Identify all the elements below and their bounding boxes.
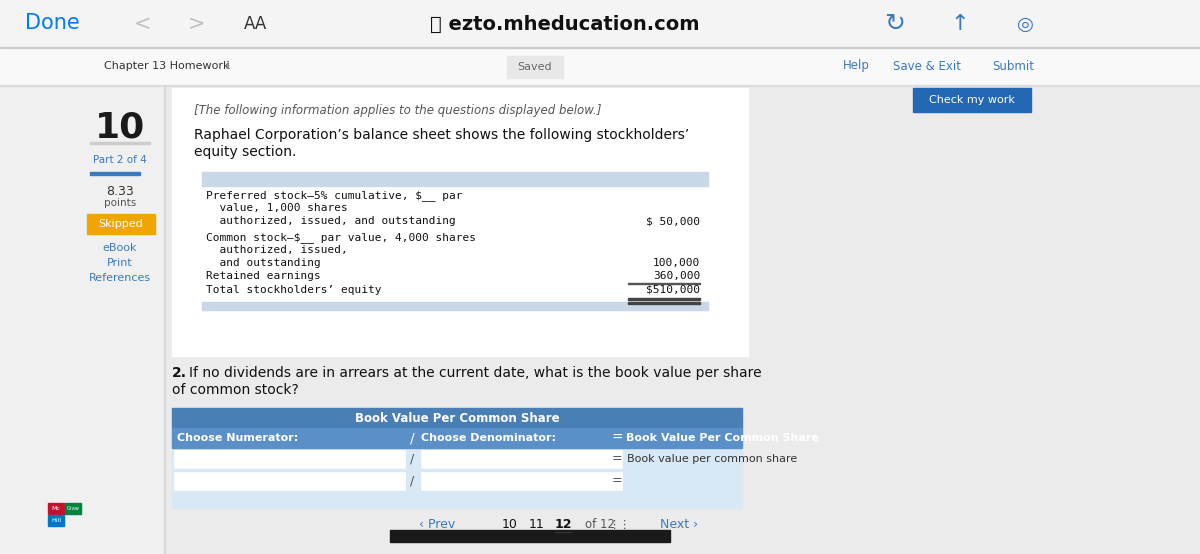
Text: $ 50,000: $ 50,000 [646, 216, 700, 226]
Text: Part 2 of 4: Part 2 of 4 [94, 155, 146, 165]
Text: authorized, issued, and outstanding: authorized, issued, and outstanding [206, 216, 456, 226]
Text: Save & Exit: Save & Exit [893, 59, 961, 73]
Text: >: > [187, 14, 205, 34]
Text: Graw: Graw [66, 506, 79, 511]
Text: Chapter 13 Homework: Chapter 13 Homework [104, 61, 229, 71]
Bar [202, 302, 708, 310]
Text: of common stock?: of common stock? [172, 383, 299, 397]
Text: 100,000: 100,000 [653, 258, 700, 268]
Text: Book Value Per Common Share: Book Value Per Common Share [355, 412, 559, 424]
Text: 🔒 ezto.mheducation.com: 🔒 ezto.mheducation.com [431, 14, 700, 33]
Bar [172, 408, 742, 428]
Text: ◎: ◎ [1016, 14, 1033, 33]
Bar [628, 302, 700, 304]
Text: /: / [410, 474, 414, 488]
Text: 10: 10 [95, 110, 145, 144]
Text: Skipped: Skipped [98, 219, 143, 229]
Text: Choose Denominator:: Choose Denominator: [421, 433, 556, 443]
Bar [421, 472, 622, 490]
Text: Print: Print [107, 258, 133, 268]
Text: [The following information applies to the questions displayed below.]: [The following information applies to th… [194, 104, 601, 117]
Text: eBook: eBook [103, 243, 137, 253]
Text: 8.33: 8.33 [106, 185, 134, 198]
Text: Done: Done [25, 13, 79, 33]
Bar [172, 408, 742, 508]
Bar [0, 47, 1200, 48]
Text: Total stockholders’ equity: Total stockholders’ equity [206, 285, 382, 295]
Text: Submit: Submit [992, 59, 1034, 73]
Text: 12: 12 [554, 519, 571, 531]
Text: Help: Help [842, 59, 870, 73]
Text: ↑: ↑ [950, 14, 970, 34]
Text: 360,000: 360,000 [653, 271, 700, 281]
Bar [390, 530, 670, 542]
Text: Next ›: Next › [660, 519, 698, 531]
Text: 11: 11 [529, 519, 545, 531]
Bar [174, 450, 406, 468]
Bar [172, 88, 748, 356]
Bar [48, 503, 64, 514]
Bar [628, 283, 700, 284]
Bar [202, 172, 708, 186]
Bar [172, 428, 742, 448]
Bar [913, 88, 1031, 112]
Text: /: / [410, 453, 414, 465]
Text: ↻: ↻ [884, 12, 906, 36]
Bar [88, 214, 155, 234]
Text: ‹ Prev: ‹ Prev [419, 519, 455, 531]
Text: Book value per common share: Book value per common share [628, 454, 797, 464]
Text: of 12: of 12 [586, 519, 616, 531]
Text: authorized, issued,: authorized, issued, [206, 245, 348, 255]
Text: Choose Numerator:: Choose Numerator: [178, 433, 299, 443]
Text: and outstanding: and outstanding [206, 258, 320, 268]
Text: Hill: Hill [50, 518, 61, 523]
Bar [90, 172, 140, 175]
Text: =: = [612, 474, 623, 488]
Bar [0, 48, 1200, 85]
Text: Raphael Corporation’s balance sheet shows the following stockholders’: Raphael Corporation’s balance sheet show… [194, 128, 689, 142]
Bar [421, 450, 622, 468]
Text: /: / [409, 431, 414, 445]
Text: Mc: Mc [52, 506, 60, 511]
Text: Book Value Per Common Share: Book Value Per Common Share [626, 433, 818, 443]
Text: ℹ: ℹ [226, 61, 230, 71]
Bar [48, 515, 64, 526]
Bar [0, 0, 1200, 47]
Text: =: = [612, 453, 623, 465]
Bar [90, 142, 150, 143]
Text: Retained earnings: Retained earnings [206, 271, 320, 281]
Bar [174, 472, 406, 490]
Text: 10: 10 [502, 519, 518, 531]
Text: Check my work: Check my work [929, 95, 1015, 105]
Text: Saved: Saved [517, 62, 552, 72]
Text: Common stock–$__ par value, 4,000 shares: Common stock–$__ par value, 4,000 shares [206, 232, 476, 243]
Text: If no dividends are in arrears at the current date, what is the book value per s: If no dividends are in arrears at the cu… [190, 366, 762, 380]
Bar [508, 56, 563, 78]
Text: equity section.: equity section. [194, 145, 296, 159]
Bar [0, 85, 1200, 86]
Text: Preferred stock–5% cumulative, $__ par: Preferred stock–5% cumulative, $__ par [206, 190, 462, 201]
Text: =: = [611, 431, 623, 445]
Bar [0, 86, 164, 554]
Bar [0, 86, 1200, 554]
Text: 2.: 2. [172, 366, 187, 380]
Text: <: < [133, 14, 151, 34]
Text: References: References [89, 273, 151, 283]
Text: $510,000: $510,000 [646, 285, 700, 295]
Text: ⋮⋮: ⋮⋮ [608, 520, 630, 530]
Bar [65, 503, 82, 514]
Text: value, 1,000 shares: value, 1,000 shares [206, 203, 348, 213]
Bar [628, 298, 700, 300]
Text: AA: AA [244, 15, 266, 33]
Text: points: points [104, 198, 136, 208]
